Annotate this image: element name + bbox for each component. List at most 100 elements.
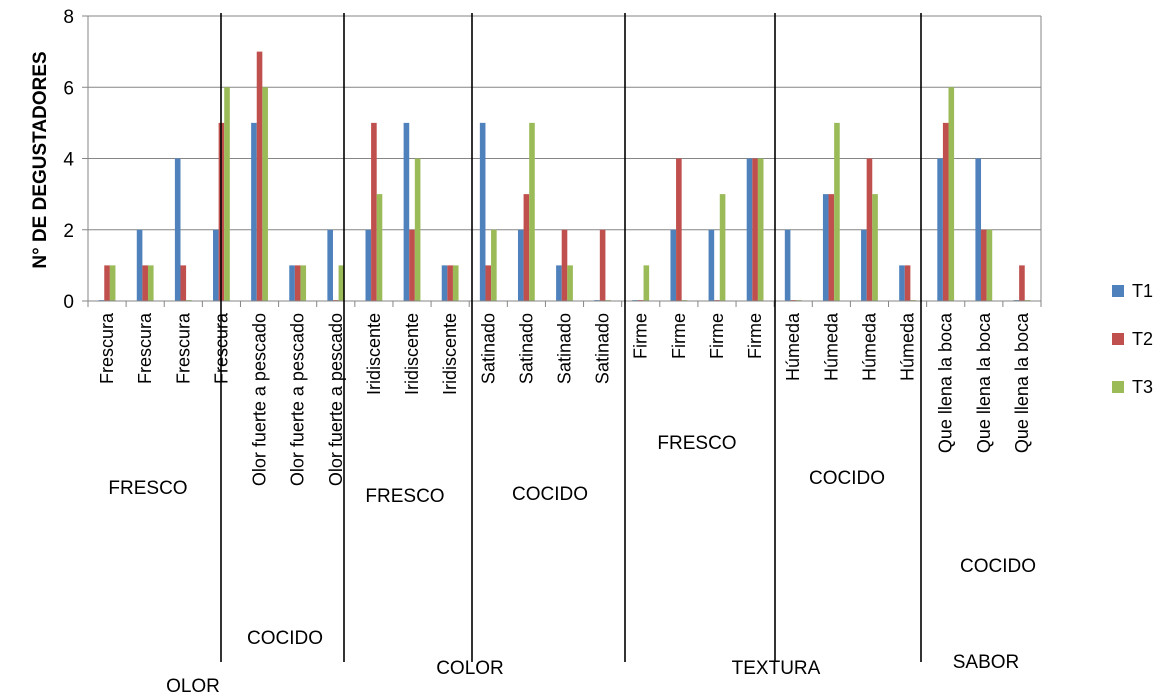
- bar-T1: [861, 229, 867, 301]
- y-tick-label: 2: [63, 221, 74, 242]
- bar-T1: [327, 229, 333, 301]
- bar-T3: [529, 122, 535, 301]
- bar-T2: [256, 51, 263, 301]
- bar-T2: [1019, 265, 1025, 301]
- sub-group-label: COCIDO: [960, 556, 1036, 577]
- bar-T3: [948, 87, 955, 301]
- y-tick-labels: 0 2 4 6 8: [63, 7, 74, 313]
- sub-group-label: COCIDO: [247, 628, 323, 649]
- x-tick-label: Satinado: [516, 313, 536, 384]
- bar-T3: [376, 194, 383, 301]
- bar-T3: [719, 194, 726, 301]
- bar-T1: [251, 122, 257, 301]
- x-tick-label: Olor fuerte a pescado: [288, 313, 308, 486]
- bar-T1: [822, 194, 829, 301]
- bar-T1: [441, 265, 448, 301]
- legend-swatch: [1112, 333, 1124, 345]
- sub-group-label: FRESCO: [108, 478, 187, 499]
- x-tick-label: Frescura: [173, 312, 193, 384]
- bar-T2: [676, 158, 682, 301]
- bar-T1: [556, 265, 562, 301]
- y-tick-label: 0: [63, 292, 74, 313]
- bar-T3: [109, 265, 116, 301]
- x-tick-label: Que llena la boca: [936, 312, 956, 453]
- bar-T1: [174, 158, 181, 301]
- bar-T3: [986, 229, 993, 301]
- main-group-label: COLOR: [436, 658, 504, 679]
- bar-T3: [147, 265, 154, 301]
- bar-T3: [834, 122, 840, 301]
- bar-T1: [899, 265, 905, 301]
- group-labels: FRESCO COCIDO FRESCO COCIDO FRESCO COCIDO COCI…: [108, 433, 1036, 692]
- x-tick-label: Frescura: [135, 312, 155, 384]
- x-tick-label: Que llena la boca: [1012, 312, 1032, 453]
- x-tick-label: Iridiscente: [402, 313, 422, 395]
- x-tick-label: Firme: [745, 313, 765, 359]
- bar-T3: [300, 265, 307, 301]
- bar-T1: [670, 229, 677, 301]
- bar-T3: [567, 265, 573, 301]
- legend: T1 T2 T3: [1112, 281, 1153, 397]
- bar-T2: [866, 158, 873, 301]
- bar-T3: [414, 158, 421, 301]
- legend-label: T2: [1132, 329, 1153, 349]
- bar-T2: [294, 265, 301, 301]
- bar-T2: [523, 194, 530, 301]
- sub-group-label: COCIDO: [809, 468, 885, 489]
- bar-T2: [599, 229, 606, 301]
- main-group-label: SABOR: [953, 652, 1020, 673]
- bar-T3: [262, 87, 268, 301]
- bar-T1: [403, 122, 410, 301]
- bar-T2: [180, 265, 187, 301]
- bar-T1: [937, 158, 943, 301]
- y-tick-label: 4: [63, 150, 74, 171]
- bar-T1: [289, 265, 295, 301]
- bar-T1: [746, 158, 753, 301]
- gridlines: [88, 15, 1041, 231]
- x-tick-label: Firme: [669, 313, 689, 359]
- bar-T3: [643, 265, 650, 301]
- x-tick-label: Satinado: [555, 313, 575, 384]
- legend-label: T1: [1132, 281, 1153, 301]
- x-tick-label: Olor fuerte a pescado: [326, 313, 346, 486]
- x-tick-label: Frescura: [211, 312, 231, 384]
- bar-T3: [338, 265, 345, 301]
- x-tick-label: Firme: [707, 313, 727, 359]
- bar-T1: [975, 158, 982, 301]
- bar-T3: [757, 158, 764, 301]
- bar-T1: [708, 229, 715, 301]
- legend-label: T3: [1132, 377, 1153, 397]
- bar-T2: [981, 229, 987, 301]
- x-tick-label: Húmeda: [783, 312, 803, 381]
- bar-T2: [752, 158, 758, 301]
- y-tick-label: 6: [63, 78, 74, 99]
- bar-T2: [142, 265, 148, 301]
- bar-T1: [517, 229, 524, 301]
- x-tick-label: Húmeda: [821, 312, 841, 381]
- bar-T2: [485, 265, 492, 301]
- bar-T2: [447, 265, 453, 301]
- x-tick-label: Iridiscente: [364, 313, 384, 395]
- sub-group-label: COCIDO: [512, 484, 588, 505]
- x-tick-labels: Frescura Frescura Frescura Frescura Olor fue…: [97, 312, 1032, 486]
- bar-T1: [479, 122, 486, 301]
- bar-T3: [224, 87, 230, 301]
- y-axis-label: N° DE DEGUSTADORES: [30, 51, 51, 268]
- bar-T1: [365, 229, 372, 301]
- x-tick-label: Húmeda: [898, 312, 918, 381]
- x-tick-label: Húmeda: [859, 312, 879, 381]
- bar-T2: [942, 122, 949, 301]
- x-tick-label: Satinado: [593, 313, 613, 384]
- x-tick-label: Que llena la boca: [974, 312, 994, 453]
- bar-T3: [491, 229, 497, 301]
- x-tick-label: Olor fuerte a pescado: [250, 313, 270, 486]
- axes: [82, 13, 1042, 662]
- x-tick-label: Firme: [631, 313, 651, 359]
- bar-T2: [828, 194, 835, 301]
- bar-T2: [104, 265, 110, 301]
- bar-T2: [561, 229, 568, 301]
- bar-T1: [213, 229, 219, 301]
- y-tick-label: 8: [63, 7, 74, 28]
- bar-T2: [409, 229, 415, 301]
